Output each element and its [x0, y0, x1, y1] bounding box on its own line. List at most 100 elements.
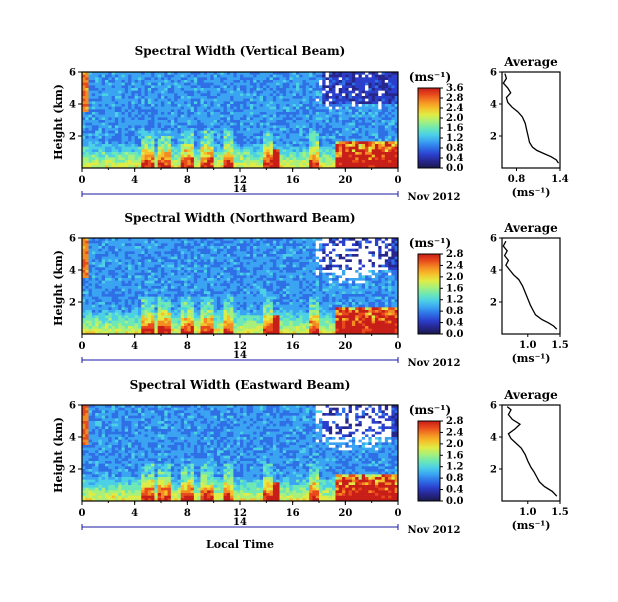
heatmap-cell [122, 147, 126, 150]
heatmap-cell [184, 243, 188, 246]
heatmap-cell [102, 117, 106, 120]
heatmap-cell [138, 259, 142, 262]
heatmap-cell [243, 83, 247, 86]
heatmap-cell [115, 107, 119, 110]
heatmap-cell [105, 267, 109, 270]
heatmap-cell [382, 101, 386, 104]
heatmap-cell [181, 160, 185, 163]
heatmap-cell [385, 133, 389, 136]
heatmap-cell [191, 283, 195, 286]
heatmap-cell [125, 323, 129, 326]
heatmap-cell [105, 273, 109, 276]
heatmap-cell [339, 80, 343, 83]
heatmap-cell [280, 117, 284, 120]
heatmap-cell [145, 278, 149, 281]
heatmap-cell [391, 99, 395, 102]
heatmap-cell [217, 83, 221, 86]
heatmap-cell [207, 149, 211, 152]
heatmap-cell [171, 321, 175, 324]
heatmap-cell [151, 147, 155, 150]
heatmap-cell [158, 139, 162, 142]
heatmap-cell [187, 270, 191, 273]
heatmap-cell [177, 107, 181, 110]
heatmap-cell [253, 104, 257, 107]
heatmap-cell [118, 307, 122, 310]
heatmap-cell [273, 160, 277, 163]
heatmap-cell [95, 141, 99, 144]
heatmap-cell [151, 128, 155, 131]
heatmap-cell [89, 133, 93, 136]
heatmap-cell [161, 273, 165, 276]
heatmap-cell [125, 152, 129, 155]
heatmap-cell [187, 133, 191, 136]
heatmap-cell [253, 115, 257, 118]
heatmap-cell [98, 109, 102, 112]
heatmap-cell [135, 323, 139, 326]
heatmap-cell [138, 120, 142, 123]
heatmap-cell [375, 75, 379, 78]
heatmap-cell [108, 80, 112, 83]
heatmap-cell [217, 123, 221, 126]
heatmap-cell [204, 310, 208, 313]
heatmap-cell [95, 313, 99, 316]
heatmap-cell [335, 139, 339, 142]
heatmap-cell [95, 99, 99, 102]
heatmap-cell [102, 241, 106, 244]
heatmap-cell [118, 281, 122, 284]
heatmap-cell [270, 125, 274, 128]
heatmap-cell [181, 93, 185, 96]
heatmap-cell [131, 136, 135, 139]
heatmap-cell [171, 267, 175, 270]
heatmap-cell [98, 160, 102, 163]
heatmap-cell [125, 307, 129, 310]
heatmap-cell [164, 323, 168, 326]
heatmap-cell [92, 283, 96, 286]
heatmap-cell [230, 128, 234, 131]
heatmap-cell [171, 302, 175, 305]
heatmap-cell [210, 91, 214, 94]
heatmap-cell [161, 283, 165, 286]
heatmap-cell [141, 278, 145, 281]
heatmap-cell [224, 160, 228, 163]
heatmap-cell [131, 286, 135, 289]
heatmap-cell [197, 283, 201, 286]
heatmap-cell [391, 112, 395, 115]
heatmap-cell [286, 160, 290, 163]
heatmap-cell [224, 88, 228, 91]
heatmap-cell [168, 315, 172, 318]
heatmap-cell [177, 147, 181, 150]
heatmap-cell [95, 152, 99, 155]
heatmap-cell [184, 160, 188, 163]
heatmap-cell [342, 163, 346, 166]
heatmap-cell [118, 249, 122, 252]
heatmap-cell [214, 251, 218, 254]
heatmap-cell [141, 160, 145, 163]
heatmap-cell [207, 104, 211, 107]
heatmap-cell [108, 157, 112, 160]
heatmap-cell [214, 75, 218, 78]
heatmap-cell [378, 131, 382, 134]
heatmap-cell [355, 133, 359, 136]
heatmap-cell [98, 96, 102, 99]
heatmap-cell [95, 323, 99, 326]
heatmap-cell [201, 123, 205, 126]
heatmap-cell [125, 155, 129, 158]
heatmap-cell [233, 157, 237, 160]
heatmap-cell [148, 107, 152, 110]
heatmap-cell [243, 99, 247, 102]
heatmap-cell [240, 91, 244, 94]
heatmap-cell [289, 152, 293, 155]
heatmap-cell [233, 133, 237, 136]
heatmap-cell [224, 104, 228, 107]
heatmap-cell [365, 123, 369, 126]
heatmap-cell [204, 115, 208, 118]
heatmap-cell [303, 136, 307, 139]
heatmap-cell [266, 131, 270, 134]
heatmap-cell [194, 305, 198, 308]
heatmap-cell [352, 88, 356, 91]
heatmap-cell [135, 259, 139, 262]
heatmap-cell [112, 262, 116, 265]
heatmap-cell [201, 163, 205, 166]
heatmap-cell [191, 107, 195, 110]
heatmap-cell [151, 281, 155, 284]
